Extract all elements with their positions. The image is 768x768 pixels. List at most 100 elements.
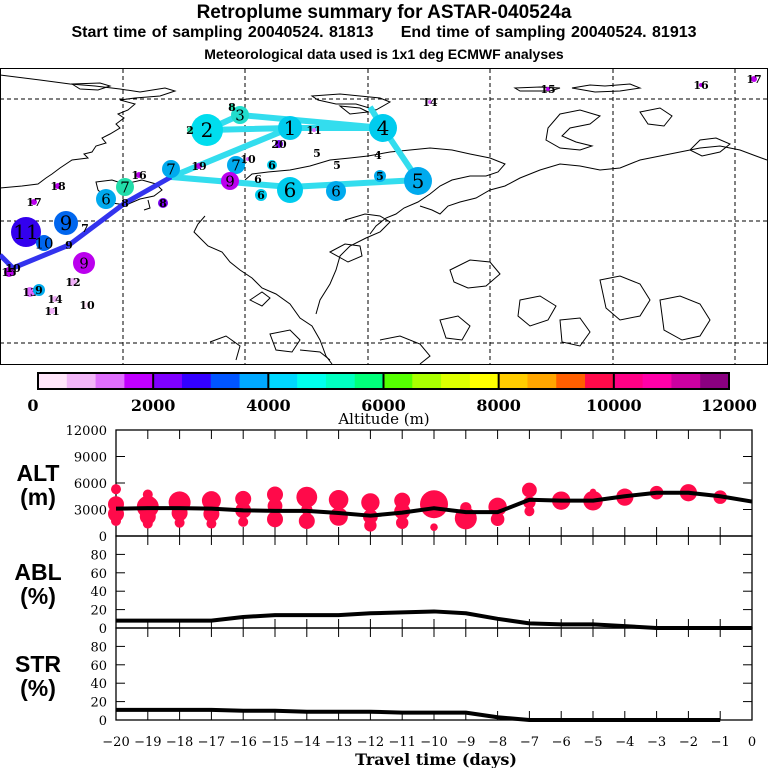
x-tick-label: −17 bbox=[198, 735, 225, 750]
y-tick-label: 0 bbox=[99, 530, 107, 545]
altitude-cluster-point bbox=[139, 508, 156, 525]
cluster-marker bbox=[277, 177, 303, 203]
panel-abl: 0 20 40 60 80 ABL(%) bbox=[14, 535, 753, 637]
x-tick-label: 0 bbox=[748, 735, 756, 750]
cluster-marker bbox=[4, 267, 14, 277]
colorbar-tick-label: 6000 bbox=[361, 396, 406, 415]
colorbar-swatch bbox=[325, 373, 356, 389]
sampling-times: Start time of sampling 20040524. 81813 E… bbox=[71, 24, 697, 41]
x-tick-label: −8 bbox=[488, 735, 507, 750]
cluster-marker bbox=[49, 308, 55, 314]
cluster-label: 9 bbox=[225, 172, 235, 190]
x-axis-label: Travel time (days) bbox=[355, 750, 517, 768]
y-tick-label: 20 bbox=[90, 604, 107, 619]
cluster-label: 20 bbox=[271, 138, 287, 151]
cluster-marker bbox=[116, 178, 134, 196]
cluster-label: 7 bbox=[231, 156, 241, 174]
cluster-marker bbox=[312, 128, 316, 132]
cluster-label: 11 bbox=[44, 305, 59, 318]
x-tick-label: −15 bbox=[261, 735, 288, 750]
cluster-marker bbox=[255, 189, 267, 201]
panel-frame bbox=[115, 627, 753, 721]
x-tick-label: −4 bbox=[615, 735, 634, 750]
altitude-cluster-point bbox=[490, 512, 505, 527]
cluster-label: 9 bbox=[35, 284, 43, 297]
cluster-label: 12 bbox=[65, 276, 80, 289]
cluster-marker bbox=[191, 114, 223, 146]
colorbar-swatch bbox=[95, 373, 125, 389]
panel-ylabel: ABL bbox=[14, 559, 61, 585]
y-tick-label: 3000 bbox=[74, 504, 107, 519]
cluster-marker bbox=[231, 106, 249, 124]
colorbar-tick-label: 0 bbox=[27, 396, 38, 415]
y-tick-label: 20 bbox=[90, 696, 107, 711]
altitude-cluster-point bbox=[430, 523, 438, 531]
colorbar-swatch bbox=[585, 373, 615, 389]
colorbar-swatch bbox=[671, 373, 701, 389]
cluster-marker bbox=[187, 127, 193, 133]
x-tick-label: −6 bbox=[552, 735, 571, 750]
cluster-label: 8 bbox=[159, 197, 167, 210]
colorbar-swatch bbox=[66, 373, 97, 389]
cluster-label: 17 bbox=[746, 73, 761, 86]
cluster-marker bbox=[546, 87, 550, 91]
colorbar-swatch bbox=[412, 373, 442, 389]
cluster-marker bbox=[221, 172, 239, 190]
cluster-label: 10 bbox=[34, 234, 53, 252]
cluster-label: 11 bbox=[13, 220, 38, 244]
cluster-label: 8 bbox=[228, 101, 236, 114]
panel-str: 0 20 40 60 80 STR(%) bbox=[15, 627, 753, 729]
y-tick-label: 0 bbox=[99, 622, 107, 637]
colorbar-swatch bbox=[181, 373, 212, 389]
cluster-marker bbox=[267, 160, 277, 170]
altitude-cluster-point bbox=[238, 516, 249, 527]
y-tick-label: 60 bbox=[90, 567, 107, 582]
altitude-cluster-point bbox=[296, 486, 318, 508]
x-tick-label: −20 bbox=[102, 735, 129, 750]
altitude-cluster-point bbox=[364, 519, 377, 532]
cluster-marker bbox=[73, 252, 95, 274]
altitude-cluster-point bbox=[206, 518, 217, 529]
cluster-marker bbox=[275, 140, 283, 148]
x-tick-label: −19 bbox=[134, 735, 161, 750]
mean-line bbox=[116, 707, 721, 722]
x-tick-label: −18 bbox=[166, 735, 193, 750]
colorbar-tick-label: 4000 bbox=[246, 396, 291, 415]
cluster-label: 9 bbox=[65, 239, 73, 252]
altitude-cluster-point bbox=[111, 515, 121, 526]
cluster-label: 16 bbox=[131, 169, 147, 182]
altitude-cluster-point bbox=[267, 511, 283, 528]
altitude-cluster-point bbox=[111, 484, 121, 495]
x-tick-label: −10 bbox=[420, 735, 447, 750]
altitude-cluster-point bbox=[174, 517, 185, 528]
panel-ylabel: ALT bbox=[16, 460, 59, 486]
map-frame bbox=[0, 68, 768, 365]
cluster-marker bbox=[11, 217, 41, 247]
altitude-cluster-point bbox=[462, 521, 470, 530]
x-tick-label: −2 bbox=[679, 735, 698, 750]
cluster-marker bbox=[84, 302, 90, 308]
cluster-marker bbox=[229, 104, 235, 110]
y-tick-label: 40 bbox=[90, 585, 107, 600]
cluster-label: 7 bbox=[120, 178, 130, 196]
chart-title: Retroplume summary for ASTAR-040524a bbox=[196, 2, 572, 23]
colorbar-swatch bbox=[498, 373, 528, 389]
panel-alt: 0 3000 6000 9000 12000 ALT(m) bbox=[16, 424, 753, 545]
cluster-marker bbox=[96, 189, 116, 209]
colorbar-swatch bbox=[556, 373, 586, 389]
cluster-label: 8 bbox=[121, 197, 129, 210]
cluster-marker bbox=[31, 199, 37, 205]
cluster-marker bbox=[158, 198, 168, 208]
cluster-label: 5 bbox=[412, 169, 425, 193]
cluster-label: 9 bbox=[60, 211, 73, 235]
x-tick-label: −3 bbox=[647, 735, 666, 750]
cluster-marker bbox=[246, 157, 250, 161]
cluster-label: 1 bbox=[284, 116, 297, 140]
panel-ylabel: STR bbox=[15, 651, 61, 677]
colorbar-axis-label: Altitude (m) bbox=[337, 410, 429, 428]
x-tick-label: −7 bbox=[520, 735, 539, 750]
cluster-label: 6 bbox=[284, 178, 297, 202]
altitude-cluster-point bbox=[524, 506, 535, 517]
